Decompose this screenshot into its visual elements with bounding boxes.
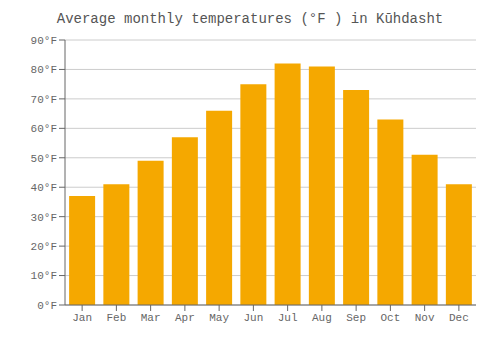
svg-text:Jan: Jan (72, 312, 92, 324)
svg-text:90°F: 90°F (31, 35, 57, 47)
svg-text:50°F: 50°F (31, 153, 57, 165)
svg-text:Jun: Jun (243, 312, 263, 324)
svg-text:10°F: 10°F (31, 270, 57, 282)
svg-text:Aug: Aug (312, 312, 332, 324)
svg-text:30°F: 30°F (31, 212, 57, 224)
svg-text:60°F: 60°F (31, 123, 57, 135)
svg-text:Dec: Dec (449, 312, 469, 324)
svg-text:Jul: Jul (278, 312, 298, 324)
svg-text:Mar: Mar (141, 312, 161, 324)
html-text:Average monthly temperatures (: Average monthly temperatures (°F ) in Kū… (56, 11, 444, 27)
svg-text:0°F: 0°F (37, 300, 57, 312)
svg-text:May: May (209, 312, 229, 324)
svg-text:Apr: Apr (175, 312, 195, 324)
svg-text:70°F: 70°F (31, 94, 57, 106)
svg-text:20°F: 20°F (31, 241, 57, 253)
svg-text:Feb: Feb (106, 312, 126, 324)
svg-text:Sep: Sep (346, 312, 366, 324)
svg-text:40°F: 40°F (31, 182, 57, 194)
svg-text:Nov: Nov (415, 312, 435, 324)
svg-text:Oct: Oct (380, 312, 400, 324)
svg-text:80°F: 80°F (31, 64, 57, 76)
